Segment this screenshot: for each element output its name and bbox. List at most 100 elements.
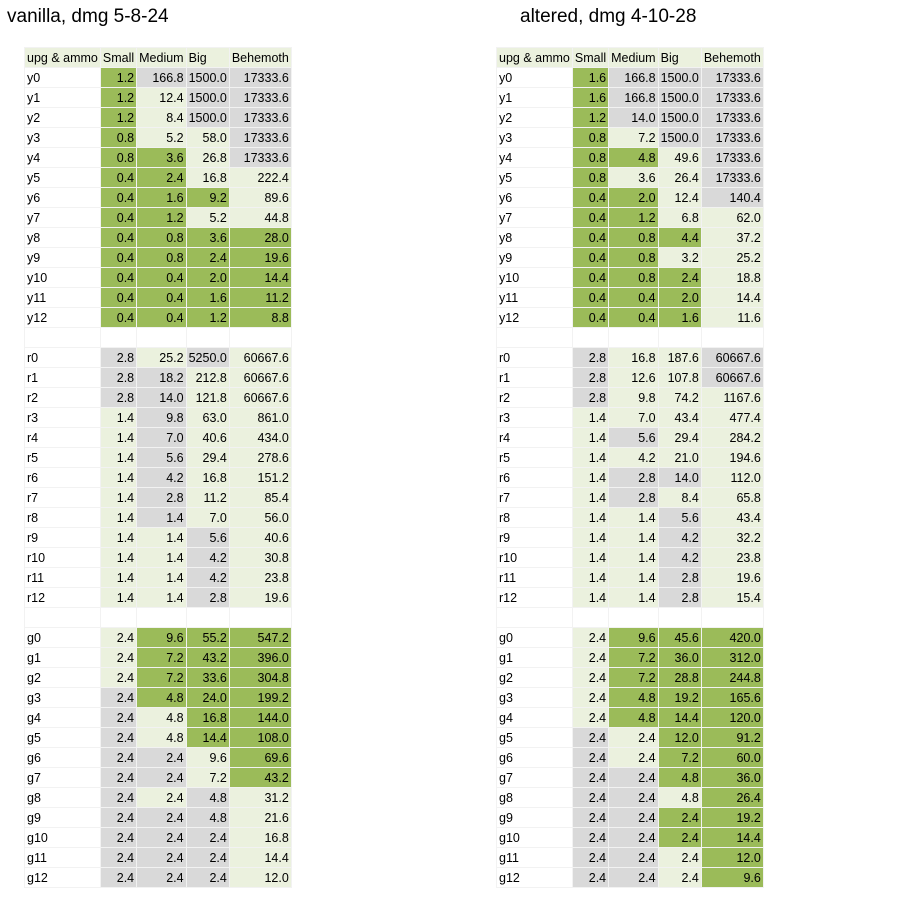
cell-medium[interactable]: 1.2: [608, 207, 659, 228]
cell-behemoth[interactable]: 120.0: [700, 707, 764, 728]
cell-big[interactable]: 2.4: [185, 827, 230, 848]
cell-behemoth[interactable]: 17333.6: [228, 147, 292, 168]
cell-medium[interactable]: 4.2: [608, 447, 659, 468]
cell-small[interactable]: 1.4: [99, 527, 138, 548]
cell-big[interactable]: 2.4: [657, 267, 702, 288]
row-label[interactable]: r5: [496, 447, 573, 468]
cell-behemoth[interactable]: 60667.6: [228, 347, 292, 368]
row-label[interactable]: y7: [496, 207, 573, 228]
cell-small[interactable]: 0.4: [571, 207, 610, 228]
cell-small[interactable]: 1.6: [571, 87, 610, 108]
cell-big[interactable]: 6.8: [657, 207, 702, 228]
cell-behemoth[interactable]: 17333.6: [700, 147, 764, 168]
row-label[interactable]: r2: [496, 387, 573, 408]
cell-behemoth[interactable]: 396.0: [228, 647, 292, 668]
cell-medium[interactable]: 9.6: [136, 627, 187, 648]
cell-small[interactable]: 2.8: [571, 347, 610, 368]
cell-big[interactable]: 14.0: [657, 467, 702, 488]
cell-medium[interactable]: 2.4: [608, 727, 659, 748]
cell-big[interactable]: 2.0: [657, 287, 702, 308]
cell-behemoth[interactable]: 23.8: [700, 547, 764, 568]
cell-big[interactable]: 9.6: [185, 747, 230, 768]
cell-medium[interactable]: 2.4: [608, 787, 659, 808]
empty-cell[interactable]: [24, 327, 101, 348]
cell-big[interactable]: 29.4: [657, 427, 702, 448]
row-label[interactable]: r11: [496, 567, 573, 588]
cell-behemoth[interactable]: 85.4: [228, 487, 292, 508]
row-label[interactable]: r9: [24, 527, 101, 548]
cell-behemoth[interactable]: 26.4: [700, 787, 764, 808]
row-label[interactable]: g5: [24, 727, 101, 748]
cell-medium[interactable]: 2.4: [136, 827, 187, 848]
cell-small[interactable]: 1.4: [571, 547, 610, 568]
cell-small[interactable]: 0.8: [99, 147, 138, 168]
cell-medium[interactable]: 25.2: [136, 347, 187, 368]
cell-small[interactable]: 2.4: [571, 767, 610, 788]
row-label[interactable]: y8: [24, 227, 101, 248]
cell-medium[interactable]: 12.6: [608, 367, 659, 388]
cell-behemoth[interactable]: 11.2: [228, 287, 292, 308]
empty-cell[interactable]: [496, 327, 573, 348]
cell-behemoth[interactable]: 278.6: [228, 447, 292, 468]
cell-big[interactable]: 9.2: [185, 187, 230, 208]
cell-small[interactable]: 2.4: [571, 707, 610, 728]
cell-medium[interactable]: 4.8: [136, 687, 187, 708]
cell-small[interactable]: 2.4: [571, 747, 610, 768]
cell-behemoth[interactable]: 284.2: [700, 427, 764, 448]
cell-medium[interactable]: 4.8: [136, 727, 187, 748]
cell-medium[interactable]: 2.0: [608, 187, 659, 208]
cell-small[interactable]: 0.4: [99, 267, 138, 288]
cell-medium[interactable]: 0.4: [608, 287, 659, 308]
row-label[interactable]: g3: [496, 687, 573, 708]
row-label[interactable]: g10: [496, 827, 573, 848]
cell-big[interactable]: 5.6: [185, 527, 230, 548]
row-label[interactable]: y11: [24, 287, 101, 308]
cell-medium[interactable]: 2.4: [136, 767, 187, 788]
row-label[interactable]: y3: [24, 127, 101, 148]
cell-behemoth[interactable]: 60667.6: [700, 367, 764, 388]
cell-small[interactable]: 0.4: [571, 267, 610, 288]
row-label[interactable]: r8: [496, 507, 573, 528]
row-label[interactable]: y3: [496, 127, 573, 148]
cell-medium[interactable]: 0.8: [608, 227, 659, 248]
cell-behemoth[interactable]: 17333.6: [228, 67, 292, 88]
cell-big[interactable]: 63.0: [185, 407, 230, 428]
cell-big[interactable]: 55.2: [185, 627, 230, 648]
cell-behemoth[interactable]: 17333.6: [700, 107, 764, 128]
cell-medium[interactable]: 7.2: [136, 667, 187, 688]
cell-big[interactable]: 12.0: [657, 727, 702, 748]
cell-big[interactable]: 26.8: [185, 147, 230, 168]
cell-behemoth[interactable]: 16.8: [228, 827, 292, 848]
cell-big[interactable]: 16.8: [185, 467, 230, 488]
cell-small[interactable]: 0.4: [99, 227, 138, 248]
cell-behemoth[interactable]: 14.4: [700, 287, 764, 308]
row-label[interactable]: r12: [496, 587, 573, 608]
cell-small[interactable]: 0.8: [571, 147, 610, 168]
empty-cell[interactable]: [496, 607, 573, 628]
row-label[interactable]: g7: [496, 767, 573, 788]
cell-big[interactable]: 58.0: [185, 127, 230, 148]
row-label[interactable]: y11: [496, 287, 573, 308]
cell-behemoth[interactable]: 222.4: [228, 167, 292, 188]
cell-small[interactable]: 0.8: [571, 127, 610, 148]
cell-big[interactable]: 45.6: [657, 627, 702, 648]
cell-big[interactable]: 4.2: [657, 547, 702, 568]
cell-medium[interactable]: 2.4: [608, 847, 659, 868]
cell-medium[interactable]: 166.8: [136, 67, 187, 88]
cell-big[interactable]: 3.6: [185, 227, 230, 248]
row-label[interactable]: y0: [496, 67, 573, 88]
cell-big[interactable]: 4.4: [657, 227, 702, 248]
row-label[interactable]: y4: [496, 147, 573, 168]
cell-behemoth[interactable]: 69.6: [228, 747, 292, 768]
cell-medium[interactable]: 7.2: [608, 127, 659, 148]
row-label[interactable]: r3: [24, 407, 101, 428]
cell-behemoth[interactable]: 17333.6: [700, 67, 764, 88]
cell-medium[interactable]: 9.8: [608, 387, 659, 408]
cell-big[interactable]: 7.2: [185, 767, 230, 788]
cell-medium[interactable]: 0.4: [136, 267, 187, 288]
cell-small[interactable]: 1.4: [571, 467, 610, 488]
cell-medium[interactable]: 5.6: [136, 447, 187, 468]
cell-behemoth[interactable]: 12.0: [228, 867, 292, 888]
cell-small[interactable]: 2.8: [99, 367, 138, 388]
cell-medium[interactable]: 0.4: [136, 307, 187, 328]
